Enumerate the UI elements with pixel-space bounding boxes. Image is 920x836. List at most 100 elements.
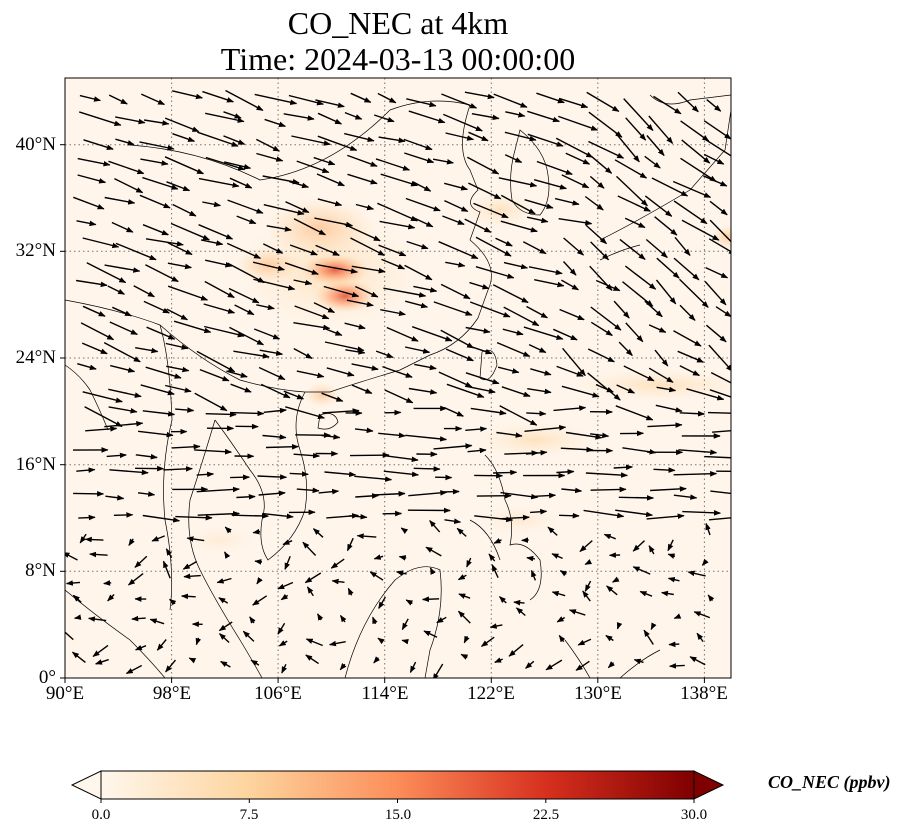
wind-arrow xyxy=(82,391,123,403)
wind-arrow xyxy=(653,95,682,115)
wind-arrow xyxy=(108,160,145,175)
wind-arrow xyxy=(252,528,261,535)
wind-arrow xyxy=(236,215,257,225)
wind-arrow xyxy=(405,599,414,606)
wind-arrow xyxy=(442,215,465,226)
wind-arrow xyxy=(412,181,432,192)
wind-arrow xyxy=(613,300,630,319)
wind-arrow xyxy=(356,533,377,539)
wind-arrow xyxy=(565,431,603,440)
wind-arrow xyxy=(404,152,435,164)
wind-arrow xyxy=(256,152,284,162)
wind-arrow xyxy=(317,135,358,151)
wind-arrow xyxy=(230,410,265,417)
wind-arrow xyxy=(648,324,667,333)
wind-arrow xyxy=(378,136,406,144)
wind-arrow xyxy=(172,90,203,100)
wind-arrow xyxy=(164,117,200,133)
wind-arrow xyxy=(524,425,567,432)
wind-arrow xyxy=(440,283,471,300)
wind-arrow xyxy=(667,539,674,552)
wind-arrow xyxy=(679,278,709,308)
wind-arrow xyxy=(590,306,622,331)
wind-arrow xyxy=(499,514,530,521)
wind-arrow xyxy=(445,132,475,141)
wind-arrow xyxy=(324,341,365,352)
wind-arrow xyxy=(584,559,593,566)
wind-arrow xyxy=(475,266,515,279)
wind-arrow xyxy=(289,471,309,477)
wind-arrow xyxy=(582,590,591,602)
wind-arrow xyxy=(551,591,566,597)
wind-arrow xyxy=(228,287,260,304)
wind-arrow xyxy=(560,446,594,453)
wind-arrow xyxy=(710,371,731,387)
wind-arrow xyxy=(495,237,513,247)
wind-arrow xyxy=(108,94,128,105)
lon-tick-label: 114°E xyxy=(361,683,409,704)
wind-arrow xyxy=(145,366,182,379)
lat-tick-label: 0° xyxy=(38,667,56,688)
wind-arrow xyxy=(322,408,360,414)
wind-arrow xyxy=(709,517,731,521)
wind-arrow xyxy=(696,632,704,643)
wind-arrow xyxy=(109,321,138,336)
wind-arrow xyxy=(463,635,470,644)
wind-arrow xyxy=(618,341,633,357)
wind-arrow xyxy=(236,494,256,500)
wind-arrow xyxy=(619,238,646,260)
coastlines xyxy=(65,94,731,678)
wind-arrow xyxy=(400,527,409,534)
wind-arrow xyxy=(196,471,215,478)
wind-arrow xyxy=(686,388,725,401)
wind-arrow xyxy=(164,156,205,175)
wind-arrow xyxy=(644,195,673,217)
wind-arrow xyxy=(707,411,731,414)
wind-arrow xyxy=(525,660,535,669)
wind-arrow xyxy=(381,258,406,270)
wind-arrow xyxy=(411,326,453,342)
wind-arrow xyxy=(347,154,378,167)
wind-arrow xyxy=(378,244,407,257)
wind-arrow xyxy=(257,474,288,480)
wind-arrow xyxy=(253,328,281,340)
wind-arrow xyxy=(321,392,344,402)
wind-arrow xyxy=(80,322,115,341)
wind-arrow xyxy=(672,180,712,199)
wind-arrow xyxy=(432,158,454,165)
wind-arrow xyxy=(678,449,718,456)
wind-arrow xyxy=(107,285,126,295)
wind-arrow xyxy=(524,199,554,209)
wind-arrow xyxy=(134,555,148,568)
wind-arrow xyxy=(656,386,677,393)
wind-arrow xyxy=(289,244,318,256)
wind-arrow xyxy=(441,93,478,109)
wind-arrow xyxy=(313,302,336,314)
wind-arrow xyxy=(525,449,548,456)
wind-arrow xyxy=(296,370,325,379)
wind-arrow xyxy=(584,580,592,592)
wind-arrow xyxy=(81,342,108,355)
colorbar-tick-label: 7.5 xyxy=(239,807,259,823)
wind-arrow xyxy=(260,383,291,399)
wind-arrow xyxy=(446,383,485,398)
wind-arrow xyxy=(406,98,437,108)
wind-arrow xyxy=(71,651,86,663)
wind-arrow xyxy=(615,405,654,421)
wind-arrow xyxy=(562,261,577,276)
wind-arrow xyxy=(283,390,305,400)
wind-arrow xyxy=(616,622,623,630)
wind-arrow xyxy=(705,522,711,536)
wind-arrow xyxy=(504,131,537,142)
wind-arrow xyxy=(351,265,386,274)
wind-arrow xyxy=(326,367,355,377)
wind-arrow xyxy=(647,422,683,428)
wind-arrow xyxy=(218,621,233,632)
wind-arrow xyxy=(196,486,240,493)
wind-arrow xyxy=(674,236,691,256)
wind-arrow xyxy=(145,238,184,247)
wind-arrow xyxy=(321,434,341,440)
wind-arrow xyxy=(83,139,114,150)
wind-arrow xyxy=(632,540,645,552)
